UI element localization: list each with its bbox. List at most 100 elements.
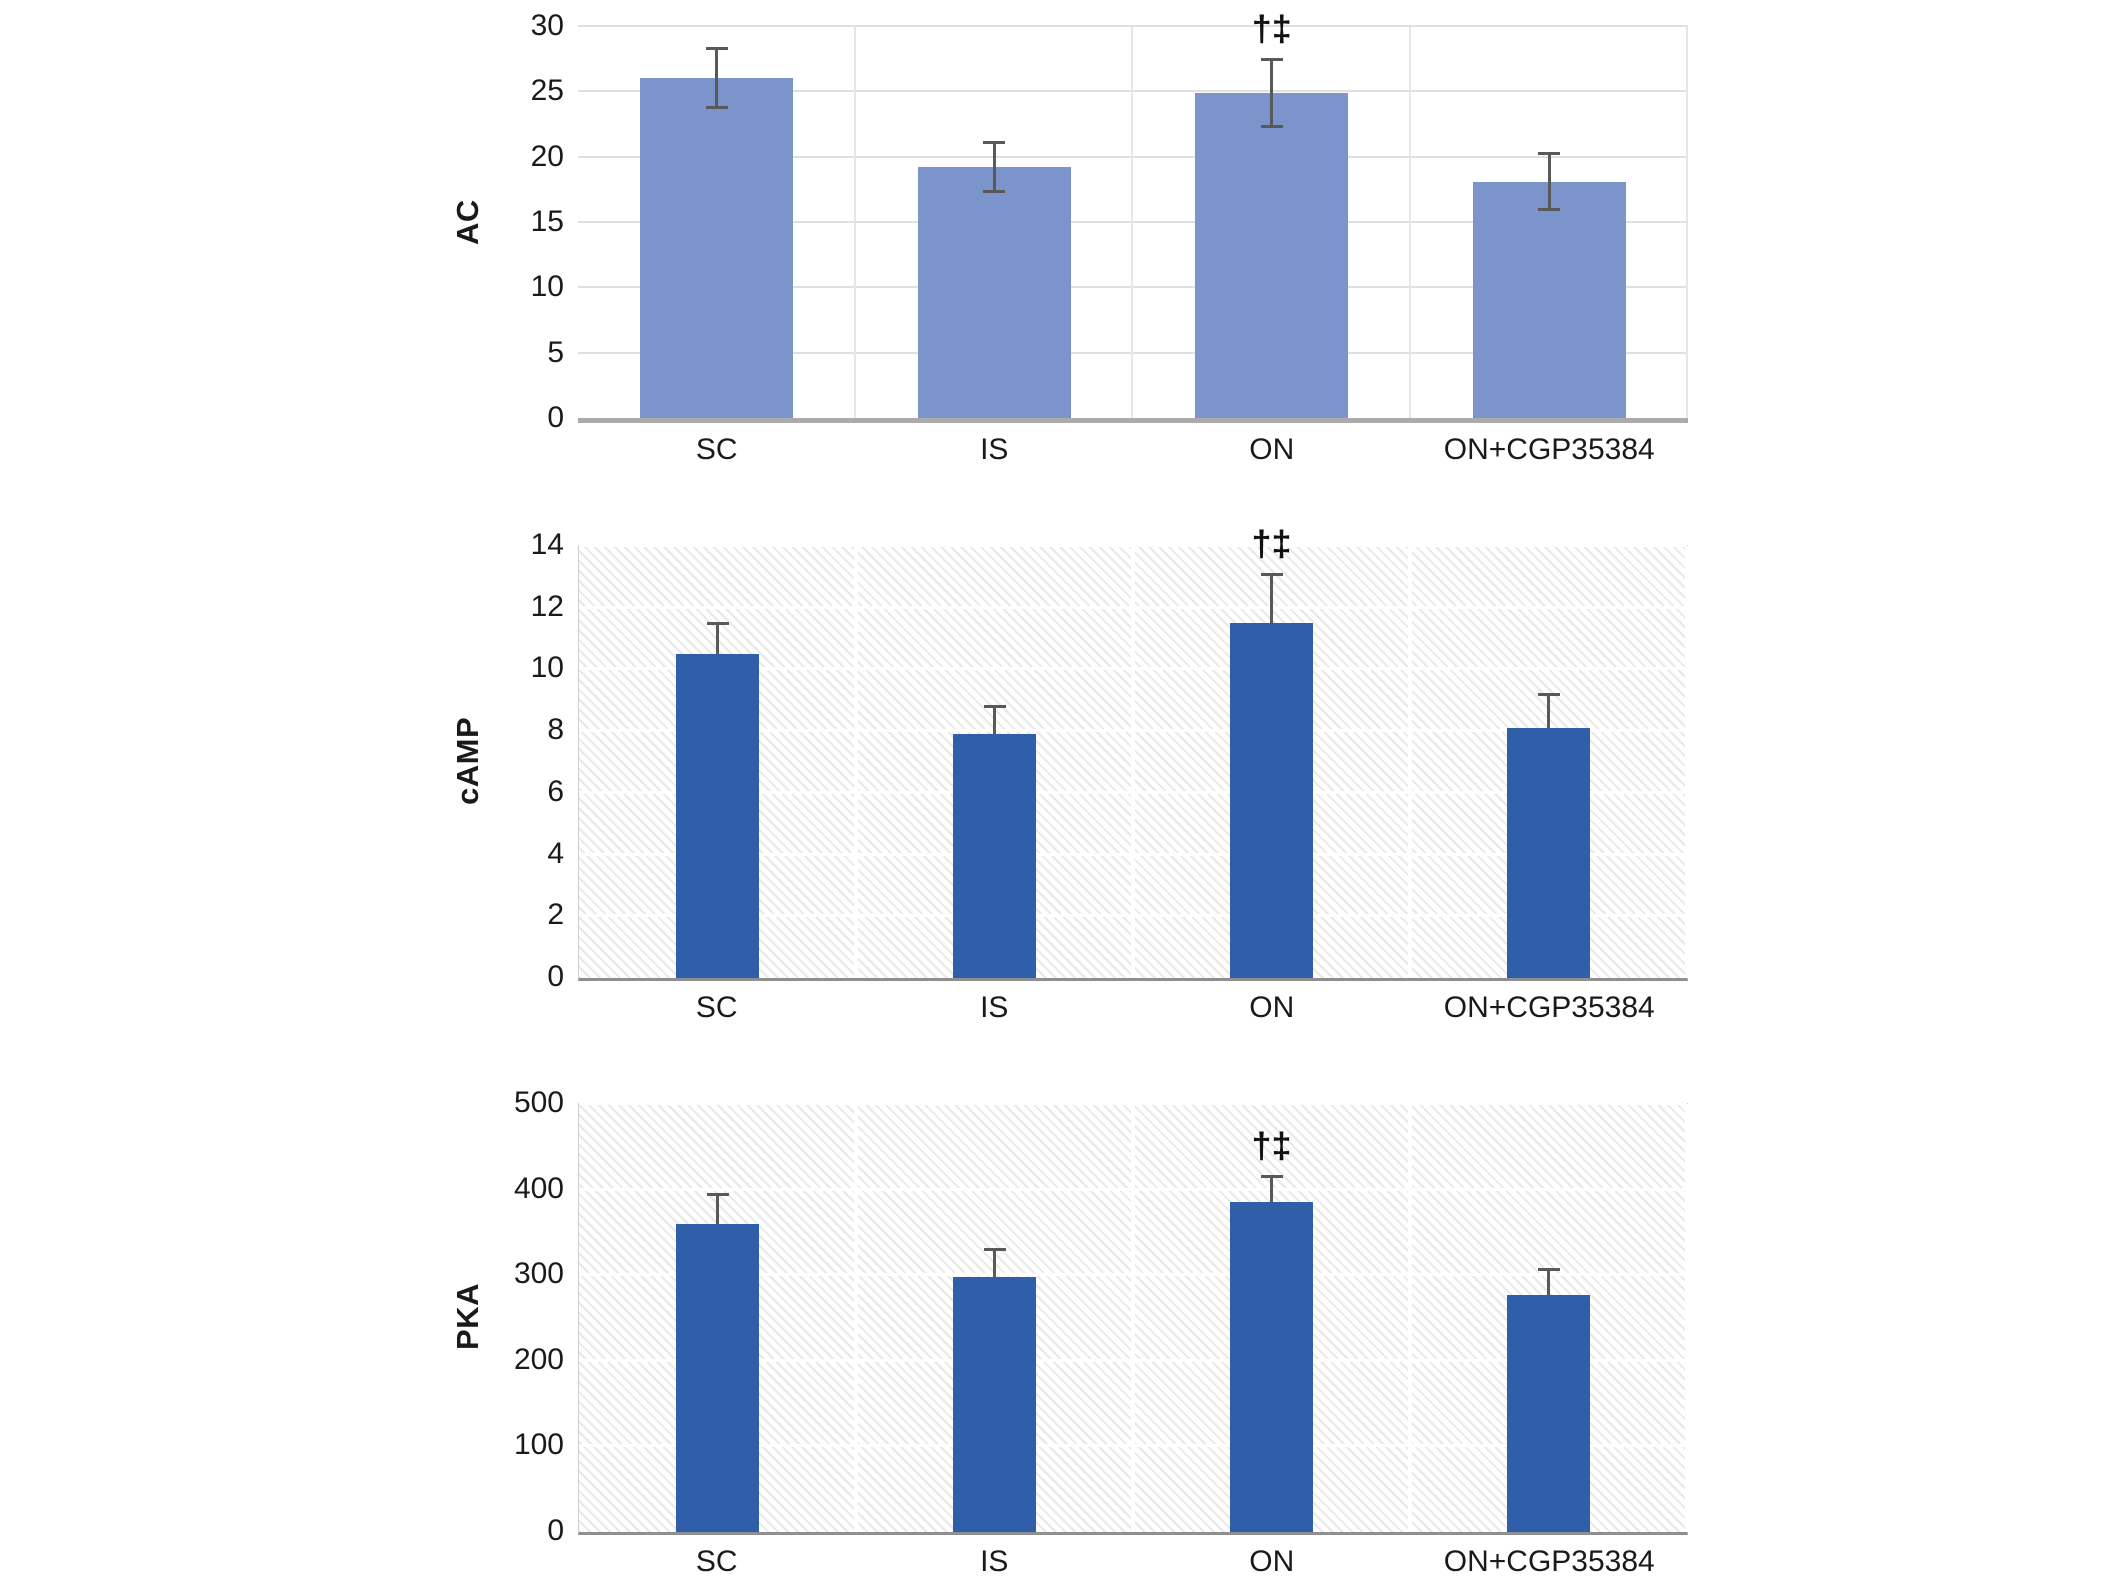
error-bar-line xyxy=(993,1248,996,1277)
bar-on-cgp35384 xyxy=(1472,181,1626,418)
y-tick-label: 2 xyxy=(547,898,564,932)
y-tick-label: 100 xyxy=(513,1428,564,1462)
error-cap-bottom xyxy=(983,189,1006,193)
gridline-vertical xyxy=(1408,1104,1412,1532)
y-tick-label: 10 xyxy=(530,270,564,304)
significance-annotation: †‡ xyxy=(1251,1124,1292,1166)
y-tick-label: 300 xyxy=(513,1257,564,1291)
error-cap-top xyxy=(1537,693,1560,697)
y-tick-label: 14 xyxy=(530,528,564,561)
error-bar xyxy=(983,141,1006,193)
plot-area: †‡ SC IS ON ON+CGP35384 xyxy=(578,10,1688,467)
plot-canvas: †‡ xyxy=(578,10,1688,423)
plot-canvas: †‡ xyxy=(578,1102,1689,1535)
error-cap-top xyxy=(983,141,1006,145)
plot-area: †‡ SC IS ON ON+CGP35384 xyxy=(578,1102,1689,1579)
y-tick-label: 0 xyxy=(547,1514,564,1547)
x-category-label: ON+CGP35384 xyxy=(1443,433,1655,466)
bar-sc xyxy=(675,654,760,978)
bar-sc xyxy=(640,78,794,418)
error-bar-line xyxy=(993,706,996,735)
error-cap-top xyxy=(706,622,729,626)
error-bar-line xyxy=(1547,694,1550,729)
y-tick-label: 10 xyxy=(530,651,564,685)
x-category-label: SC xyxy=(695,433,738,466)
bar-is xyxy=(917,167,1071,418)
x-category-label: ON xyxy=(1249,991,1295,1024)
figure: AC 0 5 10 15 20 25 30 †‡ SC IS ON ON+CGP35384 cAMP 0 2… xyxy=(438,0,1689,1579)
gridline-horizontal xyxy=(578,286,1688,289)
gridline-vertical xyxy=(1685,1104,1689,1532)
x-axis-labels: SC IS ON ON+CGP35384 xyxy=(578,423,1688,467)
gridline-horizontal xyxy=(578,351,1688,354)
y-axis: 0 5 10 15 20 25 30 xyxy=(498,11,578,433)
y-tick-label: 4 xyxy=(547,836,564,870)
y-tick-label: 20 xyxy=(530,139,564,173)
y-tick-label: 0 xyxy=(547,401,564,434)
chart-row: AC 0 5 10 15 20 25 30 †‡ SC IS ON ON+CGP35384 xyxy=(438,10,1688,467)
error-cap-bottom xyxy=(1538,208,1561,212)
x-axis-labels: SC IS ON ON+CGP35384 xyxy=(578,981,1688,1025)
x-category-label: SC xyxy=(695,1545,738,1578)
y-tick-label: 5 xyxy=(547,335,564,369)
gridline-horizontal xyxy=(579,1102,1687,1105)
x-category-label: ON+CGP35384 xyxy=(1443,991,1655,1024)
error-cap-top xyxy=(983,1247,1006,1251)
camp-axis-title: cAMP xyxy=(450,716,485,806)
error-bar-line xyxy=(716,1193,719,1224)
bar-on xyxy=(1229,623,1314,978)
bar-is xyxy=(952,1276,1037,1532)
y-tick-label: 6 xyxy=(547,774,564,808)
gridline-horizontal xyxy=(578,155,1688,158)
bar-on xyxy=(1195,92,1349,418)
bar-sc xyxy=(675,1223,760,1532)
error-bar-line xyxy=(715,48,719,109)
error-bar xyxy=(1260,1174,1283,1227)
x-category-label: IS xyxy=(980,991,1009,1024)
y-tick-label: 25 xyxy=(530,74,564,108)
pka-axis-title: PKA xyxy=(450,1283,485,1351)
error-cap-bottom xyxy=(1260,124,1283,128)
y-tick-label: 0 xyxy=(547,960,564,993)
gridline-vertical xyxy=(1131,1104,1135,1532)
y-tick-label: 200 xyxy=(513,1342,564,1376)
y-axis: 0 100 200 300 400 500 xyxy=(498,1088,578,1546)
x-category-label: IS xyxy=(980,1545,1009,1578)
y-tick-label: 8 xyxy=(547,713,564,747)
gridline-horizontal xyxy=(578,221,1688,223)
ac-chart: AC 0 5 10 15 20 25 30 †‡ SC IS ON ON+CGP35384 xyxy=(438,10,1688,467)
error-bar xyxy=(983,1247,1006,1305)
error-bar-line xyxy=(1547,152,1551,211)
error-cap-top xyxy=(1260,1174,1283,1178)
x-category-label: ON xyxy=(1249,1545,1295,1578)
error-bar xyxy=(1537,1268,1560,1320)
x-category-label: SC xyxy=(695,991,738,1024)
significance-annotation: †‡ xyxy=(1251,522,1292,564)
error-bar xyxy=(1260,57,1283,128)
y-tick-label: 500 xyxy=(513,1086,564,1119)
error-cap-top xyxy=(1538,151,1561,155)
bar-on-cgp35384 xyxy=(1506,728,1591,978)
y-tick-label: 400 xyxy=(513,1171,564,1205)
gridline-vertical xyxy=(1131,26,1133,418)
error-cap-top xyxy=(1260,57,1283,61)
error-bar-line xyxy=(1270,573,1273,624)
camp-chart: cAMP 0 2 4 6 8 10 12 14 †‡ SC IS ON ON+CGP35384 xyxy=(438,525,1689,1025)
gridline-vertical xyxy=(1685,546,1689,978)
gridline-vertical xyxy=(1131,546,1135,978)
y-axis: 0 2 4 6 8 10 12 14 xyxy=(498,530,578,992)
x-category-label: IS xyxy=(980,433,1009,466)
bar-is xyxy=(952,734,1037,978)
plot-area: †‡ SC IS ON ON+CGP35384 xyxy=(578,525,1689,1025)
error-cap-bottom xyxy=(705,106,728,110)
error-bar xyxy=(983,705,1006,762)
error-bar xyxy=(706,622,729,685)
error-cap-top xyxy=(1260,572,1283,576)
error-cap-top xyxy=(706,1192,729,1196)
gridline-vertical xyxy=(1408,546,1412,978)
error-bar xyxy=(706,1192,729,1254)
plot-canvas: †‡ xyxy=(578,525,1689,981)
y-tick-label: 30 xyxy=(530,9,564,42)
error-bar xyxy=(1260,572,1283,673)
error-bar-line xyxy=(1270,58,1274,127)
